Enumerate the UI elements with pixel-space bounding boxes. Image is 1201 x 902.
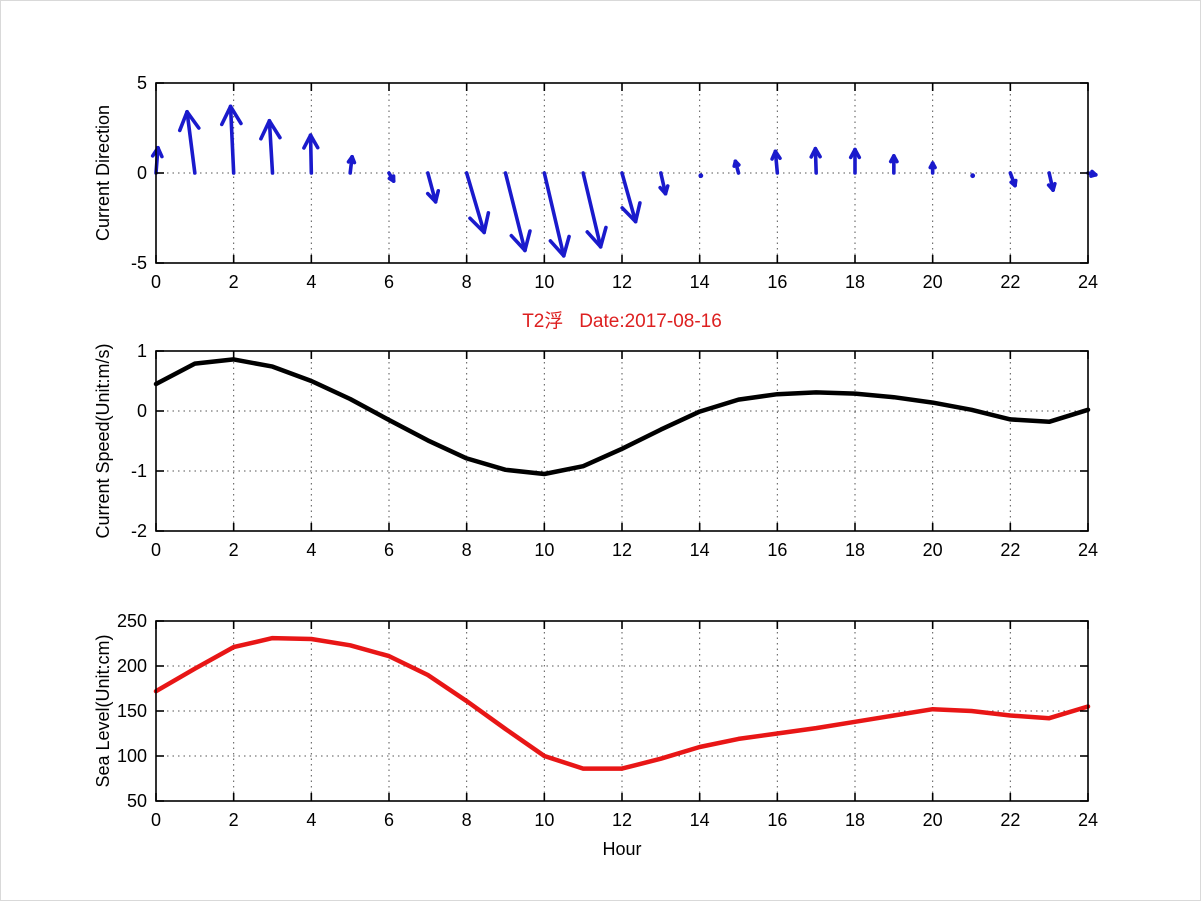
y-tick-label: -2 bbox=[131, 521, 147, 541]
current-direction-arrow bbox=[153, 148, 162, 173]
x-tick-label: 22 bbox=[1000, 540, 1020, 560]
y-axis-label-current-speed: Current Speed(Unit:m/s) bbox=[91, 301, 115, 581]
x-tick-label: 12 bbox=[612, 810, 632, 830]
x-tick-label: 18 bbox=[845, 810, 865, 830]
y-tick-label: -1 bbox=[131, 461, 147, 481]
x-tick-label: 6 bbox=[384, 272, 394, 292]
y-axis-label-sea-level: Sea Level(Unit:cm) bbox=[91, 571, 115, 851]
x-tick-label: 24 bbox=[1078, 810, 1098, 830]
y-tick-label: 50 bbox=[127, 791, 147, 811]
x-tick-label: 4 bbox=[306, 272, 316, 292]
x-tick-label: 24 bbox=[1078, 540, 1098, 560]
x-tick-label: 16 bbox=[767, 540, 787, 560]
current-direction-arrow bbox=[349, 157, 355, 173]
current-direction-arrow bbox=[222, 106, 241, 173]
x-tick-label: 0 bbox=[151, 540, 161, 560]
x-tick-label: 6 bbox=[384, 810, 394, 830]
x-tick-label: 14 bbox=[690, 540, 710, 560]
current-direction-arrow bbox=[467, 173, 489, 232]
x-tick-label: 0 bbox=[151, 810, 161, 830]
current-direction-arrow bbox=[389, 173, 394, 181]
y-tick-label: 150 bbox=[117, 701, 147, 721]
current-direction-arrow bbox=[851, 150, 860, 173]
x-tick-label: 8 bbox=[462, 540, 472, 560]
x-tick-label: 2 bbox=[229, 272, 239, 292]
current-direction-arrow bbox=[772, 151, 780, 173]
x-tick-label: 2 bbox=[229, 540, 239, 560]
x-tick-label: 22 bbox=[1000, 810, 1020, 830]
y-tick-label: 0 bbox=[137, 163, 147, 183]
x-tick-label: 18 bbox=[845, 540, 865, 560]
y-tick-label: 5 bbox=[137, 73, 147, 93]
x-tick-label: 4 bbox=[306, 810, 316, 830]
x-tick-label: 0 bbox=[151, 272, 161, 292]
y-tick-label: 200 bbox=[117, 656, 147, 676]
x-tick-label: 2 bbox=[229, 810, 239, 830]
y-tick-label: 250 bbox=[117, 611, 147, 631]
x-tick-label: 10 bbox=[534, 272, 554, 292]
x-tick-label: 10 bbox=[534, 810, 554, 830]
x-tick-label: 20 bbox=[923, 540, 943, 560]
y-tick-label: 100 bbox=[117, 746, 147, 766]
x-tick-label: 4 bbox=[306, 540, 316, 560]
current-direction-arrow bbox=[180, 112, 199, 173]
current-direction-arrow bbox=[544, 173, 569, 256]
current-direction-arrow bbox=[891, 156, 897, 173]
current-direction-arrow bbox=[734, 161, 739, 173]
current-direction-arrow bbox=[1010, 173, 1015, 186]
x-tick-label: 22 bbox=[1000, 272, 1020, 292]
x-tick-label: 20 bbox=[923, 810, 943, 830]
x-tick-label: 6 bbox=[384, 540, 394, 560]
current-direction-arrow bbox=[261, 121, 280, 173]
x-tick-label: 8 bbox=[462, 810, 472, 830]
x-tick-label: 12 bbox=[612, 272, 632, 292]
y-tick-label: 1 bbox=[137, 341, 147, 361]
x-tick-label: 24 bbox=[1078, 272, 1098, 292]
current-direction-arrow bbox=[304, 135, 318, 173]
x-tick-label: 12 bbox=[612, 540, 632, 560]
current-direction-arrow bbox=[583, 173, 606, 247]
current-direction-arrow bbox=[506, 173, 530, 250]
current-direction-arrow bbox=[428, 173, 438, 202]
current-direction-arrow bbox=[811, 149, 820, 173]
current-direction-arrow bbox=[970, 173, 975, 178]
x-tick-label: 20 bbox=[923, 272, 943, 292]
current-direction-arrow bbox=[698, 173, 703, 178]
sea-level-curve bbox=[156, 638, 1088, 769]
current-direction-arrow bbox=[1049, 173, 1055, 190]
x-tick-label: 16 bbox=[767, 272, 787, 292]
current-direction-arrow bbox=[622, 173, 640, 222]
y-axis-label-current-direction: Current Direction bbox=[91, 33, 115, 313]
x-axis-label-hour: Hour bbox=[156, 839, 1088, 860]
axes-box bbox=[156, 351, 1088, 531]
x-tick-label: 18 bbox=[845, 272, 865, 292]
current-direction-arrow bbox=[930, 163, 935, 173]
x-tick-label: 8 bbox=[462, 272, 472, 292]
y-tick-label: -5 bbox=[131, 253, 147, 273]
x-tick-label: 10 bbox=[534, 540, 554, 560]
current-direction-arrow bbox=[1088, 171, 1096, 176]
x-tick-label: 16 bbox=[767, 810, 787, 830]
x-tick-label: 14 bbox=[690, 272, 710, 292]
x-tick-label: 14 bbox=[690, 810, 710, 830]
plot-title: T2浮 Date:2017-08-16 bbox=[156, 306, 1088, 333]
y-tick-label: 0 bbox=[137, 401, 147, 421]
current-direction-arrow bbox=[660, 173, 668, 194]
